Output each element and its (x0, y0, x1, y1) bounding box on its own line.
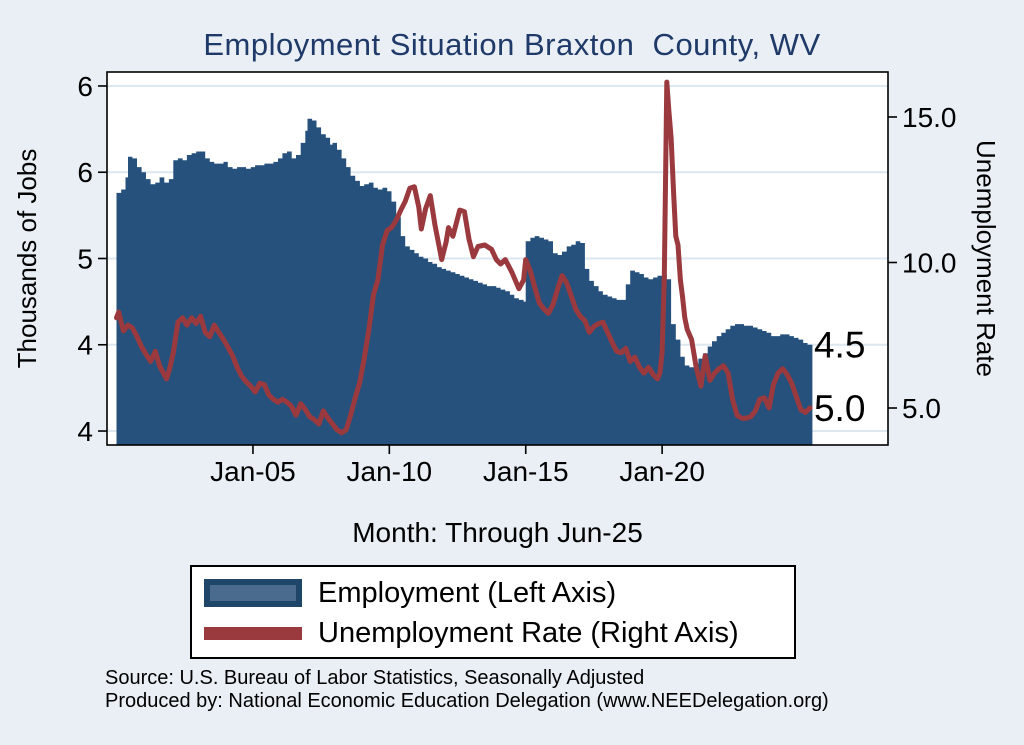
source-line-2: Produced by: National Economic Education… (105, 690, 829, 712)
right-axis-tick-label: 5.0 (902, 393, 941, 424)
x-axis-tick-label: Jan-15 (483, 456, 569, 487)
legend-row-unemployment: Unemployment Rate (Right Axis) (204, 616, 788, 649)
x-axis-label: Month: Through Jun-25 (352, 517, 643, 548)
legend-label-unemployment: Unemployment Rate (Right Axis) (318, 616, 739, 649)
unemployment-line-swatch (204, 626, 302, 640)
end-value-label: 4.5 (814, 325, 865, 366)
x-axis-tick-label: Jan-10 (347, 456, 433, 487)
left-axis-tick-label: 4 (77, 416, 93, 447)
chart-title: Employment Situation Braxton County, WV (203, 27, 821, 62)
right-axis-tick-label: 15.0 (902, 102, 957, 133)
x-axis-tick-label: Jan-20 (619, 456, 705, 487)
legend: Employment (Left Axis) Unemployment Rate… (190, 565, 796, 659)
source-line-1: Source: U.S. Bureau of Labor Statistics,… (105, 667, 645, 689)
left-axis-title: Thousands of Jobs (12, 149, 42, 369)
unemployment-line-series (114, 79, 813, 436)
x-axis-tick-label: Jan-05 (210, 456, 296, 487)
left-axis-tick-label: 4 (77, 330, 93, 361)
legend-label-employment: Employment (Left Axis) (318, 576, 617, 609)
employment-area-swatch (204, 579, 302, 607)
legend-row-employment: Employment (Left Axis) (204, 576, 788, 609)
left-axis-tick-label: 6 (77, 71, 93, 102)
end-value-label: 5.0 (814, 388, 865, 429)
left-axis-tick-label: 5 (77, 243, 93, 274)
source-note: Source: U.S. Bureau of Labor Statistics,… (105, 667, 829, 713)
right-axis-title: Unemployment Rate (971, 140, 1001, 377)
left-axis-tick-label: 6 (77, 157, 93, 188)
right-axis-tick-label: 10.0 (902, 247, 957, 278)
